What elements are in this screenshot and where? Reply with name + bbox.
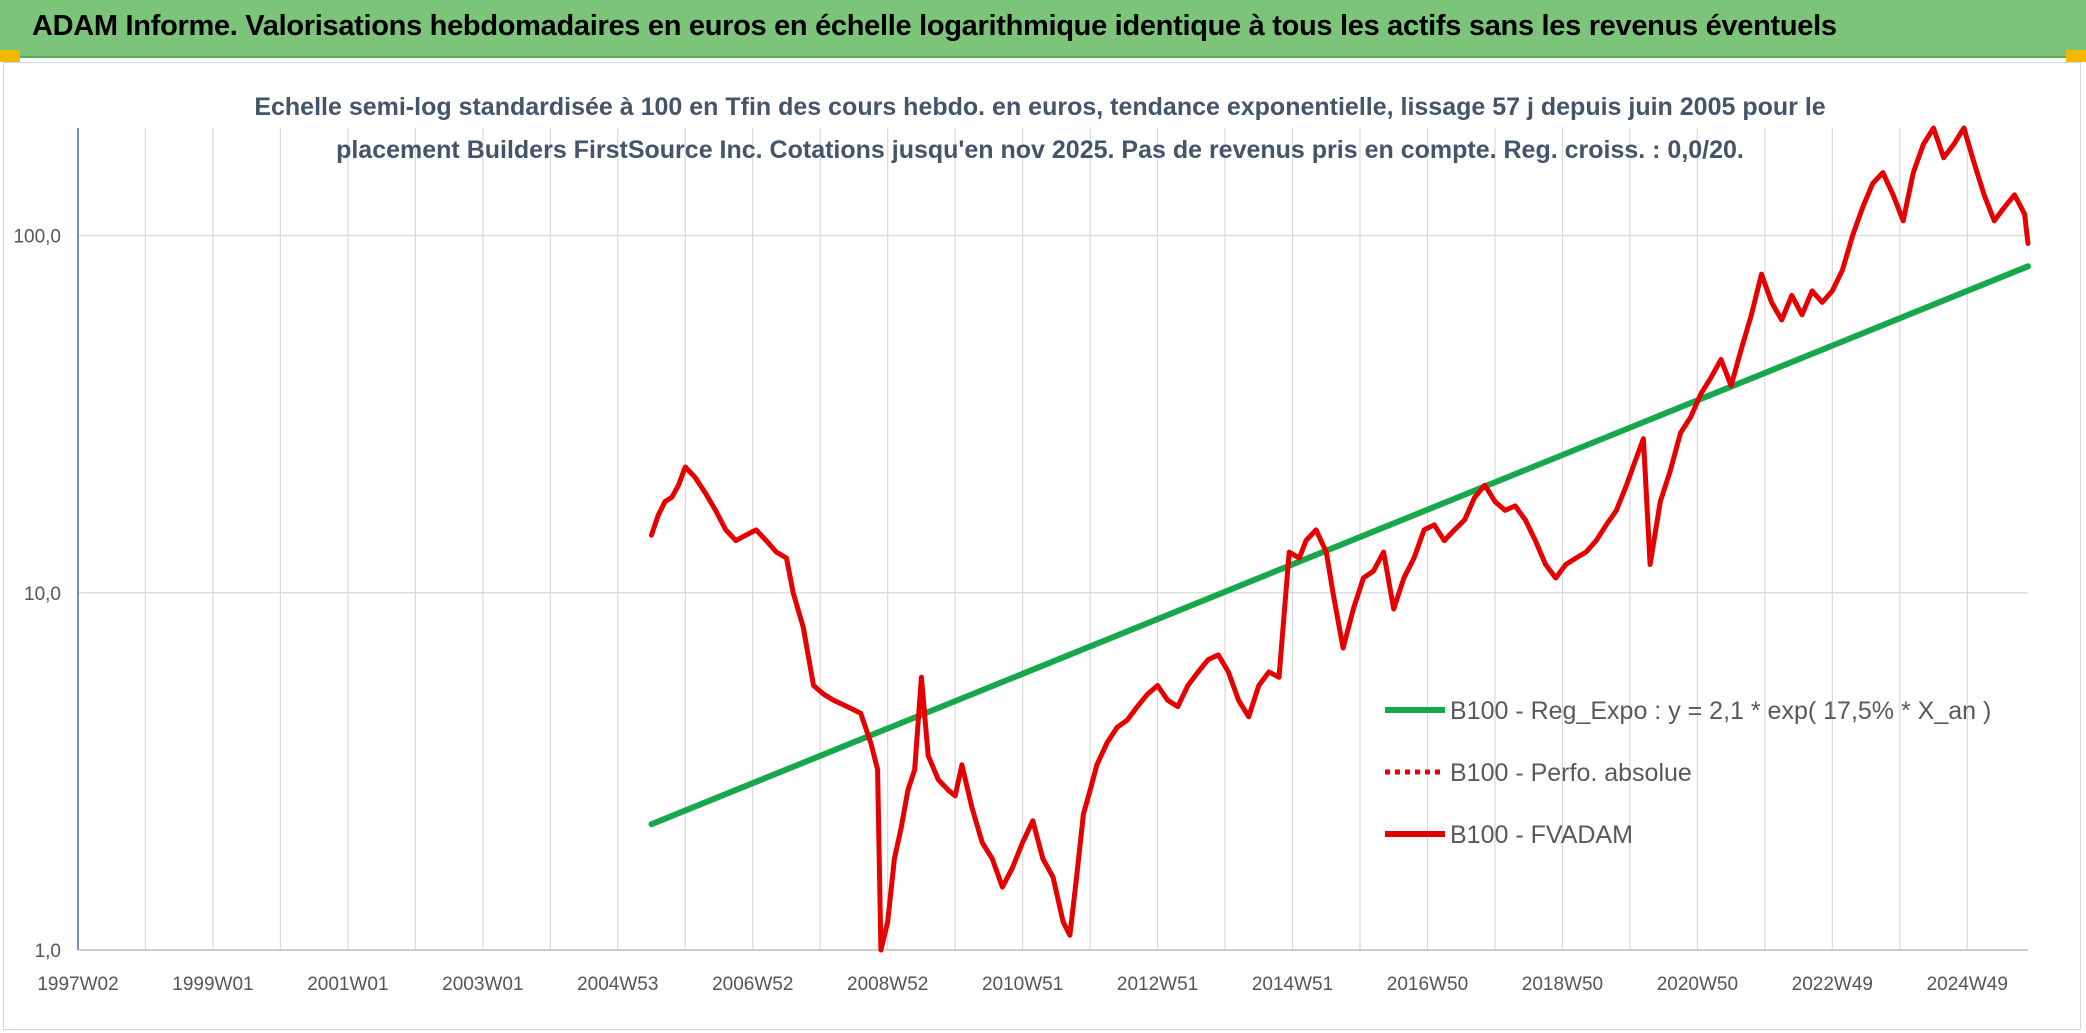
fvadam-price-line: [649, 125, 2031, 953]
x-tick-label: 2016W50: [1387, 974, 1468, 995]
x-tick-label: 2014W51: [1252, 974, 1333, 995]
y-tick-label: 100,0: [13, 227, 61, 248]
chart-subtitle-line-2: placement Builders FirstSource Inc. Cota…: [336, 136, 1744, 164]
x-tick-label: 1997W02: [37, 974, 118, 995]
series: [648, 125, 2031, 953]
gridlines: [77, 128, 2028, 951]
x-tick-label: 2004W53: [577, 974, 658, 995]
corner-marker-left: [0, 50, 20, 62]
legend-label: B100 - Reg_Expo : y = 2,1 * exp( 17,5% *…: [1450, 697, 1991, 725]
x-tick-label: 2001W01: [307, 974, 388, 995]
x-tick-label: 2024W49: [1927, 974, 2008, 995]
corner-marker-right: [2066, 50, 2086, 62]
x-tick-label: 2018W50: [1522, 974, 1603, 995]
y-tick-label: 10,0: [24, 584, 61, 605]
x-tick-label: 2006W52: [712, 974, 793, 995]
axes: 1,0 10,0 100,0 1997W02 1999W01 2001W01 2003W01…: [13, 128, 2028, 995]
x-tick-label: 2020W50: [1657, 974, 1738, 995]
x-tick-label: 2008W52: [847, 974, 928, 995]
y-tick-label: 1,0: [35, 941, 61, 962]
x-tick-label: 2003W01: [442, 974, 523, 995]
legend-label: B100 - FVADAM: [1450, 821, 1633, 849]
legend: B100 - Reg_Expo : y = 2,1 * exp( 17,5% *…: [1385, 697, 1991, 849]
x-tick-label: 2012W51: [1117, 974, 1198, 995]
x-tick-label: 2010W51: [982, 974, 1063, 995]
chart-frame: [3, 62, 2081, 1030]
report-banner: ADAM Informe. Valorisations hebdomadaire…: [0, 0, 2086, 58]
x-tick-label: 2022W49: [1792, 974, 1873, 995]
report-title: ADAM Informe. Valorisations hebdomadaire…: [32, 10, 1837, 42]
chart-subtitle-line-1: Echelle semi-log standardisée à 100 en T…: [254, 93, 1825, 121]
x-tick-label: 1999W01: [172, 974, 253, 995]
regression-trend-line: [648, 263, 2031, 828]
legend-label: B100 - Perfo. absolue: [1450, 759, 1692, 787]
